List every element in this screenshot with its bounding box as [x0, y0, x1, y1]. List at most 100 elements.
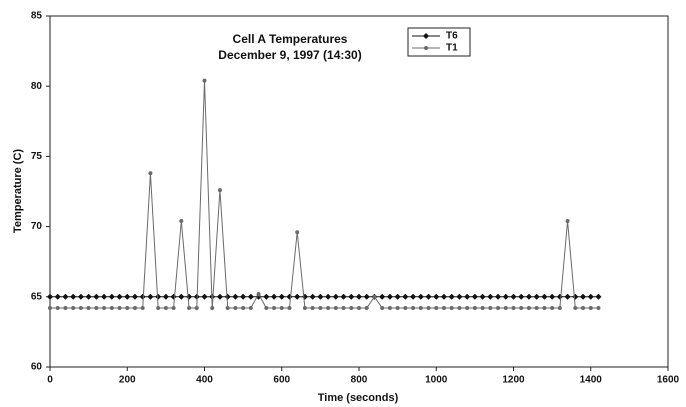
data-point	[386, 293, 393, 300]
data-point	[349, 306, 354, 311]
data-point	[519, 306, 524, 311]
data-point	[456, 293, 463, 300]
data-point	[518, 293, 525, 300]
y-tick-label: 70	[31, 221, 43, 232]
data-point	[55, 306, 60, 311]
x-tick-label: 1600	[657, 375, 680, 386]
data-point	[465, 306, 470, 311]
data-point	[332, 293, 339, 300]
legend-label: T1	[446, 43, 458, 54]
data-point	[556, 293, 563, 300]
data-point	[232, 293, 239, 300]
data-point	[217, 188, 222, 193]
data-point	[156, 306, 161, 311]
data-point	[380, 306, 385, 311]
data-point	[62, 293, 69, 300]
data-point	[186, 293, 193, 300]
data-point	[356, 293, 362, 300]
data-point	[117, 306, 122, 311]
plot-frame	[49, 15, 669, 368]
data-point	[417, 293, 424, 300]
data-point	[71, 306, 76, 311]
data-point	[496, 306, 501, 311]
data-point	[471, 293, 478, 300]
data-point	[441, 306, 446, 311]
data-point	[125, 306, 130, 311]
data-point	[77, 293, 84, 300]
data-point	[379, 293, 386, 300]
x-tick-label: 1000	[425, 375, 448, 386]
data-point	[325, 293, 332, 300]
data-point	[487, 293, 494, 300]
data-point	[286, 293, 293, 300]
data-point	[333, 306, 338, 311]
data-point	[108, 293, 115, 300]
data-point	[472, 306, 477, 311]
data-point	[101, 293, 108, 300]
data-point	[225, 306, 230, 311]
data-point	[54, 293, 61, 300]
data-point	[495, 293, 502, 300]
data-point	[163, 306, 168, 311]
data-point	[318, 306, 323, 311]
data-point	[457, 306, 462, 311]
data-point	[510, 293, 517, 300]
data-point	[573, 306, 578, 311]
data-point	[534, 306, 539, 311]
data-point	[317, 293, 324, 300]
y-tick-label: 80	[31, 81, 43, 92]
data-point	[63, 306, 68, 311]
data-point	[588, 306, 593, 311]
data-point	[309, 293, 316, 300]
data-point	[357, 306, 361, 311]
data-point	[279, 306, 284, 311]
data-point	[557, 306, 562, 311]
data-point	[341, 306, 346, 311]
data-point	[139, 293, 146, 300]
x-tick-label: 600	[273, 375, 290, 386]
data-point	[210, 306, 215, 311]
data-point	[263, 293, 270, 300]
y-tick-label: 75	[31, 151, 43, 162]
data-point	[410, 293, 417, 300]
x-tick-label: 1400	[580, 375, 603, 386]
x-axis-label: Time (seconds)	[318, 392, 399, 404]
data-point	[256, 291, 261, 296]
data-point	[271, 293, 278, 300]
data-point	[124, 293, 131, 300]
data-point	[565, 218, 570, 223]
y-tick-label: 60	[31, 362, 43, 373]
y-tick-label: 85	[31, 11, 43, 22]
data-point	[581, 306, 586, 311]
data-point	[572, 293, 579, 300]
data-point	[86, 306, 91, 311]
chart-title: Cell A Temperatures	[233, 32, 348, 46]
data-point	[179, 218, 184, 223]
data-point	[247, 293, 254, 300]
x-tick-label: 800	[351, 375, 368, 386]
data-point	[287, 306, 292, 311]
y-axis-label: Temperature (C)	[12, 149, 24, 233]
data-point	[580, 293, 587, 300]
data-point	[155, 293, 162, 300]
data-point	[201, 293, 208, 300]
data-point	[479, 293, 486, 300]
data-point	[302, 306, 307, 311]
legend-label: T6	[446, 31, 458, 42]
data-point	[418, 306, 423, 311]
legend-marker	[424, 46, 428, 50]
legend-marker	[423, 33, 429, 39]
data-point	[102, 306, 107, 311]
data-point	[233, 306, 238, 311]
data-point	[395, 306, 400, 311]
data-point	[132, 306, 137, 311]
data-point	[131, 293, 138, 300]
data-point	[550, 306, 555, 311]
data-point	[78, 306, 83, 311]
data-point	[272, 306, 277, 311]
data-point	[542, 306, 547, 311]
data-point	[596, 306, 601, 311]
data-point	[533, 293, 540, 300]
data-point	[340, 293, 347, 300]
data-point	[387, 306, 392, 311]
